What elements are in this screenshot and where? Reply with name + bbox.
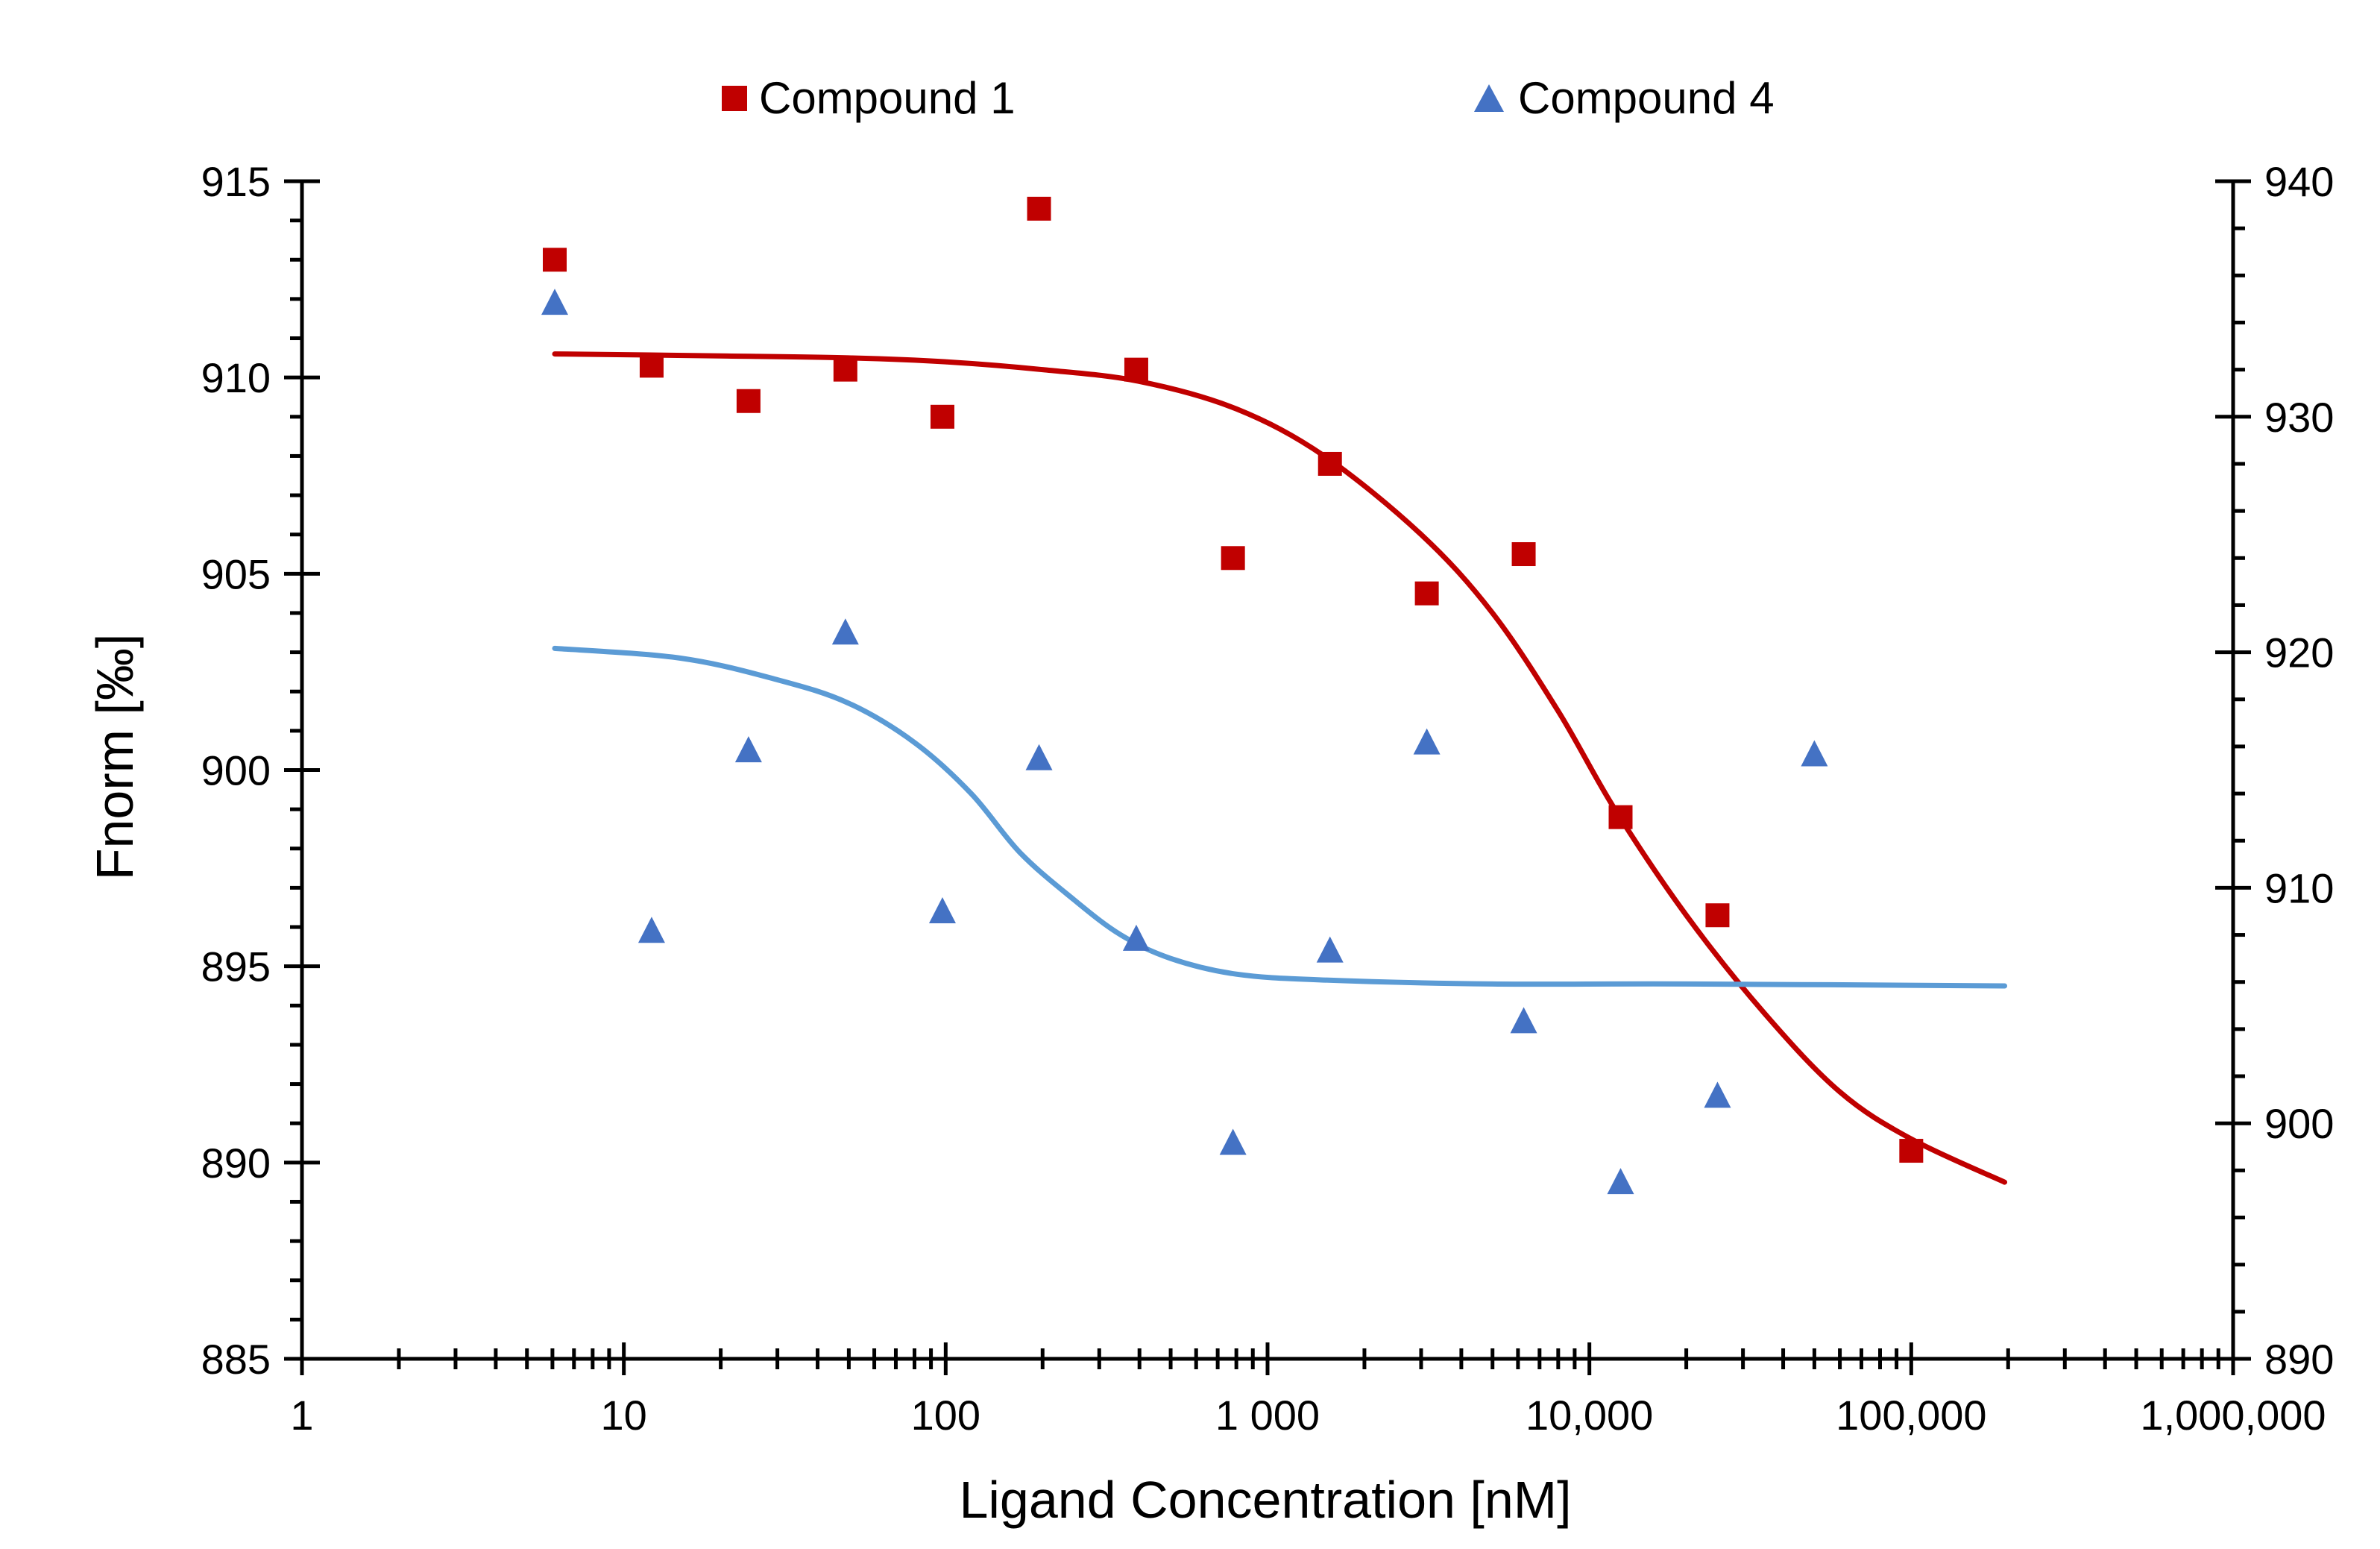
- y-tick-label: 885: [201, 1336, 271, 1383]
- x-tick-label: 100,000: [1836, 1392, 1986, 1439]
- point-compound-1: [1318, 451, 1342, 476]
- y2-tick-label: 890: [2264, 1336, 2334, 1383]
- point-compound-4: [831, 618, 859, 645]
- point-compound-4: [1025, 744, 1053, 770]
- point-compound-4: [1607, 1168, 1634, 1195]
- point-compound-4: [1219, 1128, 1247, 1155]
- point-compound-1: [1705, 903, 1730, 928]
- y2-tick-label: 920: [2264, 629, 2334, 676]
- point-compound-1: [930, 404, 954, 429]
- point-compound-1: [1608, 805, 1633, 829]
- legend-marker-compound-4: [1474, 84, 1504, 112]
- point-compound-4: [1510, 1007, 1537, 1034]
- point-compound-4: [1413, 728, 1441, 755]
- point-compound-1: [1027, 196, 1051, 221]
- point-compound-4: [541, 289, 569, 315]
- y-tick-label: 910: [201, 354, 271, 401]
- x-tick-label: 1,000,000: [2140, 1392, 2326, 1439]
- point-compound-4: [928, 896, 956, 923]
- point-compound-1: [736, 389, 761, 413]
- y-tick-label: 900: [201, 747, 271, 794]
- point-compound-1: [543, 248, 567, 272]
- point-compound-1: [833, 357, 857, 382]
- point-compound-4: [1704, 1081, 1731, 1108]
- x-tick-label: 1: [290, 1392, 313, 1439]
- point-compound-4: [638, 917, 665, 943]
- x-axis-title: Ligand Concentration [nM]: [959, 1471, 1571, 1529]
- y2-tick-label: 940: [2264, 158, 2334, 205]
- legend-marker-compound-1: [722, 86, 747, 111]
- x-tick-label: 10: [601, 1392, 647, 1439]
- legend-label-compound-4: Compound 4: [1518, 73, 1775, 123]
- point-compound-1: [1511, 542, 1536, 567]
- point-compound-1: [1221, 546, 1245, 571]
- point-compound-1: [1899, 1139, 1924, 1163]
- x-tick-label: 1 000: [1215, 1392, 1320, 1439]
- y-tick-label: 905: [201, 550, 271, 597]
- fit-lines: [552, 351, 2008, 1185]
- data-points: [541, 196, 1924, 1195]
- fit-line-compound-4: [552, 645, 2008, 989]
- fit-line-compound-1: [552, 351, 2008, 1185]
- x-tick-label: 100: [911, 1392, 980, 1439]
- point-compound-1: [1124, 357, 1148, 382]
- point-compound-4: [1316, 936, 1344, 963]
- y-tick-label: 895: [201, 943, 271, 990]
- y2-tick-label: 930: [2264, 394, 2334, 441]
- point-compound-1: [1414, 581, 1439, 606]
- legend: Compound 1 Compound 4: [722, 73, 1775, 123]
- legend-label-compound-1: Compound 1: [759, 73, 1016, 123]
- point-compound-4: [734, 736, 762, 763]
- x-tick-label: 10,000: [1526, 1392, 1653, 1439]
- y2-tick-label: 910: [2264, 864, 2334, 911]
- point-compound-1: [639, 354, 664, 378]
- y-tick-label: 890: [201, 1140, 271, 1187]
- axes-layer: 885 890 895 900 905 910 915 890 900 910 920 930 940 1…: [201, 158, 2335, 1439]
- y-axis-title: Fnorm [‰]: [86, 634, 144, 881]
- point-compound-4: [1801, 740, 1828, 767]
- point-compound-4: [1122, 924, 1150, 951]
- y-tick-label: 915: [201, 158, 271, 205]
- y2-tick-label: 900: [2264, 1100, 2334, 1147]
